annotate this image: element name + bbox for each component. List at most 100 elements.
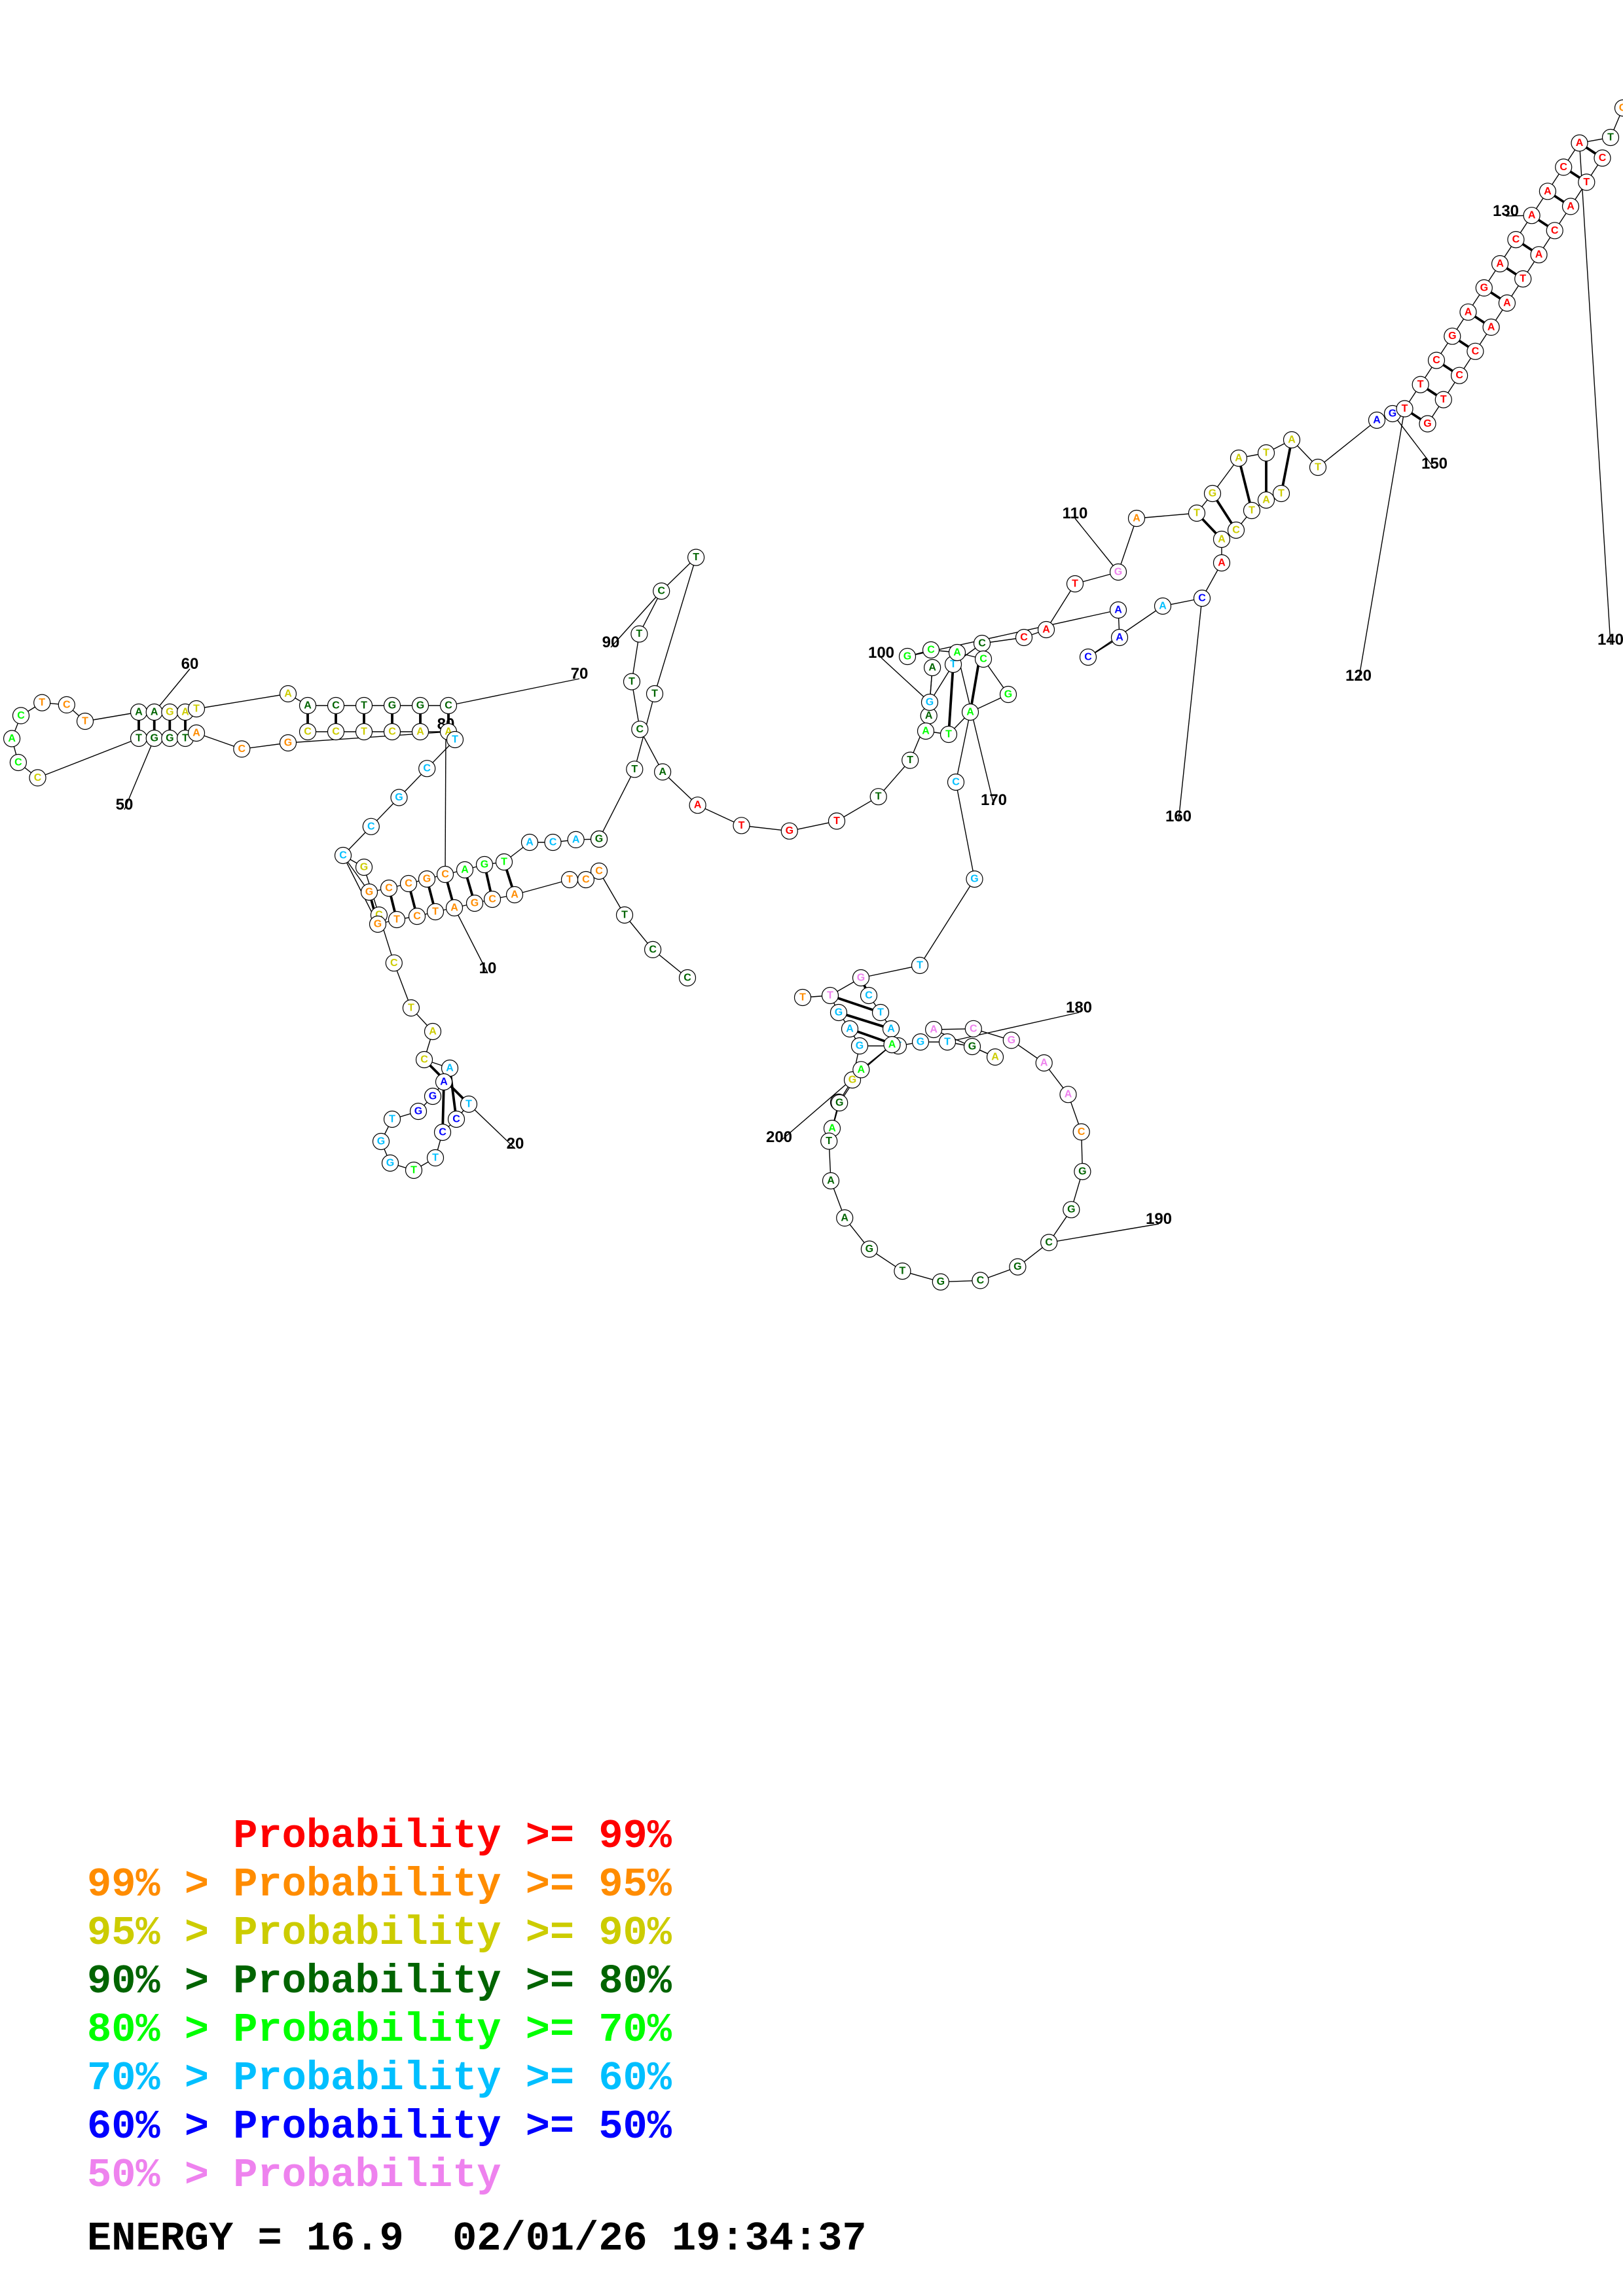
svg-text:A: A [450, 903, 458, 914]
svg-text:G: G [857, 973, 865, 984]
svg-text:G: G [150, 733, 158, 744]
svg-text:G: G [1013, 1261, 1021, 1272]
svg-text:T: T [1440, 394, 1447, 405]
svg-text:C: C [1078, 1126, 1085, 1138]
svg-text:20: 20 [507, 1135, 524, 1153]
svg-text:G: G [1008, 1035, 1015, 1046]
svg-text:A: A [1040, 1058, 1048, 1069]
svg-text:C: C [452, 1114, 460, 1125]
svg-text:C: C [420, 1054, 428, 1066]
svg-text:C: C [367, 821, 375, 832]
svg-text:A: A [135, 707, 143, 718]
svg-text:C: C [439, 1127, 447, 1138]
svg-text:99% > Probability >= 95%: 99% > Probability >= 95% [87, 1861, 672, 1908]
svg-text:T: T [1402, 403, 1408, 414]
svg-text:C: C [978, 638, 986, 649]
svg-text:G: G [471, 898, 479, 909]
svg-text:C: C [238, 744, 246, 755]
svg-text:T: T [432, 906, 439, 918]
svg-text:T: T [1249, 505, 1255, 516]
svg-text:G: G [423, 874, 431, 885]
svg-text:G: G [856, 1041, 864, 1052]
svg-text:A: A [922, 726, 930, 737]
svg-text:T: T [875, 791, 882, 802]
svg-text:A: A [526, 837, 534, 848]
svg-text:C: C [14, 757, 22, 768]
svg-text:G: G [1004, 689, 1012, 700]
svg-text:G: G [374, 919, 382, 930]
svg-text:A: A [1042, 624, 1050, 636]
svg-text:G: G [835, 1098, 843, 1109]
svg-text:T: T [629, 676, 635, 687]
svg-text:T: T [827, 990, 833, 1001]
svg-text:C: C [1232, 525, 1240, 536]
svg-text:T: T [136, 733, 142, 744]
svg-text:G: G [786, 825, 793, 836]
svg-text:C: C [636, 724, 644, 735]
svg-text:C: C [441, 869, 449, 880]
svg-text:T: T [1278, 488, 1285, 499]
svg-text:A: A [440, 1077, 448, 1088]
svg-text:C: C [865, 990, 873, 1001]
svg-text:A: A [858, 1064, 866, 1075]
svg-text:T: T [566, 874, 573, 886]
svg-text:200: 200 [766, 1128, 792, 1146]
svg-text:T: T [1520, 274, 1526, 285]
svg-text:T: T [408, 1003, 414, 1014]
svg-text:C: C [388, 726, 396, 738]
svg-text:140: 140 [1597, 631, 1623, 649]
svg-text:C: C [385, 883, 393, 894]
svg-text:A: A [1544, 186, 1552, 197]
svg-text:A: A [416, 726, 424, 738]
svg-text:T: T [631, 764, 638, 775]
svg-text:T: T [193, 704, 200, 715]
svg-text:A: A [1567, 201, 1575, 212]
svg-text:C: C [1559, 162, 1567, 173]
svg-text:G: G [365, 887, 373, 898]
svg-text:A: A [192, 728, 200, 739]
svg-text:A: A [846, 1024, 854, 1035]
svg-text:A: A [953, 647, 961, 658]
svg-text:C: C [684, 973, 691, 984]
svg-text:G: G [1448, 331, 1456, 342]
svg-text:C: C [979, 654, 987, 665]
svg-text:50% > Probability: 50% > Probability [87, 2152, 501, 2198]
svg-text:G: G [848, 1075, 856, 1086]
svg-text:T: T [739, 820, 745, 831]
svg-text:A: A [1114, 605, 1122, 616]
svg-text:95% > Probability >= 90%: 95% > Probability >= 90% [87, 1910, 672, 1956]
svg-text:T: T [1194, 508, 1200, 519]
svg-text:A: A [1116, 632, 1123, 643]
svg-text:A: A [928, 662, 936, 673]
svg-text:A: A [694, 800, 702, 811]
svg-text:90% > Probability >= 80%: 90% > Probability >= 80% [87, 1958, 672, 2005]
svg-text:Probability >= 99%: Probability >= 99% [87, 1813, 672, 1859]
svg-text:C: C [1512, 234, 1520, 245]
svg-text:G: G [1423, 418, 1431, 429]
svg-text:T: T [182, 733, 189, 744]
svg-text:A: A [511, 889, 519, 901]
svg-text:A: A [572, 834, 580, 845]
svg-text:A: A [966, 707, 974, 718]
svg-text:A: A [1133, 513, 1140, 524]
svg-text:T: T [410, 1165, 417, 1176]
svg-text:60% > Probability >= 50%: 60% > Probability >= 50% [87, 2104, 672, 2150]
svg-text:T: T [389, 1114, 395, 1125]
svg-text:G: G [970, 874, 978, 885]
svg-text:T: T [917, 960, 923, 971]
svg-text:T: T [826, 1136, 832, 1147]
svg-text:90: 90 [602, 634, 620, 651]
svg-text:C: C [332, 726, 340, 738]
svg-text:T: T [393, 914, 400, 925]
svg-text:C: C [549, 837, 557, 848]
svg-text:C: C [339, 850, 347, 861]
svg-text:A: A [1465, 306, 1472, 317]
svg-text:G: G [1209, 488, 1216, 499]
svg-text:G: G [481, 859, 488, 870]
svg-text:G: G [1389, 408, 1396, 420]
svg-text:T: T [799, 992, 806, 1003]
svg-text:A: A [1535, 249, 1543, 260]
svg-text:G: G [284, 738, 292, 749]
svg-text:G: G [429, 1091, 437, 1102]
svg-text:C: C [17, 710, 25, 721]
